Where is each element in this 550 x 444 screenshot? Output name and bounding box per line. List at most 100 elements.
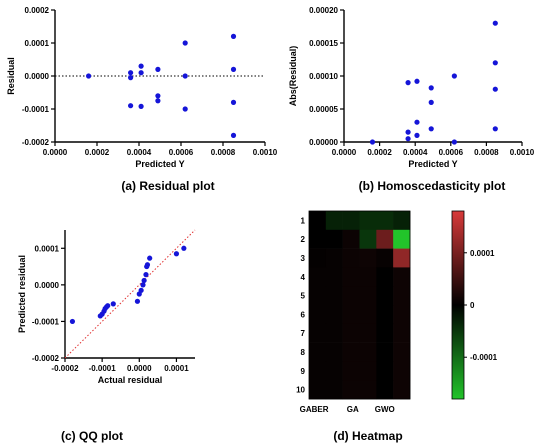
y-tick-label: -0.0002 <box>32 354 60 363</box>
data-point <box>369 139 376 145</box>
data-point <box>182 73 188 79</box>
heatmap-row-label: 1 <box>301 216 306 225</box>
heatmap-cell <box>342 380 360 400</box>
data-point <box>140 282 146 288</box>
heatmap-cell <box>325 267 343 287</box>
data-point <box>128 70 134 76</box>
heatmap-cell <box>325 211 343 231</box>
qq-plot: -0.0002 -0.0001 0.0000 0.0001 -0.0002 -0.0001… <box>17 229 196 385</box>
heatmap-column-label: GA <box>347 405 359 414</box>
heatmap-cell <box>393 380 411 400</box>
data-point <box>492 60 498 66</box>
heatmap-cell <box>376 361 394 381</box>
heatmap-cell <box>325 286 343 306</box>
data-point <box>230 132 237 138</box>
x-tick-label: 0.0002 <box>85 148 110 157</box>
heatmap-cell <box>359 305 377 325</box>
y-tick-label: 0.0001 <box>35 244 60 253</box>
data-point <box>110 301 116 307</box>
data-point <box>128 75 134 81</box>
heatmap-cell <box>342 342 360 362</box>
heatmap-cell <box>376 267 394 287</box>
data-point <box>414 119 420 125</box>
heatmap-cell <box>309 342 327 362</box>
data-point <box>230 33 237 40</box>
colorbar-tick-label: 0.0001 <box>470 249 495 258</box>
data-point <box>138 70 144 76</box>
heatmap-cell <box>376 323 394 343</box>
data-point <box>428 99 434 105</box>
heatmap-column-label: GWO <box>375 405 395 414</box>
heatmap-cell <box>325 229 343 249</box>
x-tick-label: 0.0000 <box>332 148 357 157</box>
heatmap-cell <box>325 361 343 381</box>
heatmap-row-label: 7 <box>301 329 306 338</box>
heatmap-cell <box>393 267 411 287</box>
x-tick-label: 0.0008 <box>474 148 499 157</box>
y-tick-label: 0.00015 <box>309 39 338 48</box>
data-point <box>492 20 498 26</box>
y-tick-label: 0.0000 <box>25 72 50 81</box>
heatmap-plot: 1 2 3 4 5 6 7 8 9 10 GABER GA GWO 0.0001 0 -0.0001 <box>296 210 498 414</box>
heatmap-frame <box>308 210 411 400</box>
x-axis-label: Actual residual <box>98 375 163 385</box>
heatmap-cell <box>393 342 411 362</box>
heatmap-cell <box>325 248 343 268</box>
x-axis-label: Predicted Y <box>135 159 184 169</box>
data-point <box>230 66 237 72</box>
heatmap-row-label: 8 <box>301 348 306 357</box>
x-tick-label: 0.0004 <box>127 148 152 157</box>
heatmap-cell <box>309 380 327 400</box>
y-tick-label: 0.0001 <box>25 39 50 48</box>
data-point <box>134 298 141 304</box>
residual-plot: 0.0000 0.0002 0.0004 0.0006 0.0008 0.0010 -0.0… <box>6 6 278 169</box>
y-axis-label: Abs(Residual) <box>288 46 298 107</box>
data-point <box>181 245 187 251</box>
data-point <box>86 73 92 79</box>
heatmap-row-label: 9 <box>301 367 306 376</box>
residual-plot-caption: (a) Residual plot <box>121 179 214 193</box>
heatmap-cell <box>325 342 343 362</box>
heatmap-cell <box>393 286 411 306</box>
heatmap-row-label: 3 <box>301 254 306 263</box>
heatmap-cell <box>309 229 327 249</box>
data-point <box>141 277 147 284</box>
data-point <box>144 262 151 268</box>
heatmap-cell <box>393 323 411 343</box>
heatmap-cell <box>342 361 360 381</box>
heatmap-cell <box>309 248 327 268</box>
y-tick-label: 0.00000 <box>309 138 338 147</box>
x-tick-label: 0.0008 <box>211 148 236 157</box>
heatmap-cell <box>376 380 394 400</box>
x-tick-label: 0.0006 <box>169 148 194 157</box>
heatmap-cell <box>376 305 394 325</box>
data-point <box>492 126 498 132</box>
heatmap-cell <box>309 267 327 287</box>
data-point <box>414 78 420 84</box>
heatmap-cell <box>393 305 411 325</box>
heatmap-cell <box>359 286 377 306</box>
colorbar-tick-label: -0.0001 <box>470 353 498 362</box>
heatmap-cell <box>309 211 327 231</box>
heatmap-row-label: 4 <box>301 273 306 282</box>
y-axis-label: Predicted residual <box>17 255 27 333</box>
heatmap-cell <box>393 229 411 249</box>
heatmap-cell <box>325 323 343 343</box>
y-tick-label: 0.00020 <box>309 6 338 15</box>
heatmap-cell <box>376 211 394 231</box>
heatmap-cell <box>376 286 394 306</box>
heatmap-cell <box>376 229 394 249</box>
x-tick-label: 0.0000 <box>43 148 68 157</box>
heatmap-cell <box>342 305 360 325</box>
data-point <box>230 99 237 105</box>
data-point <box>173 251 180 257</box>
heatmap-cell <box>359 267 377 287</box>
data-point <box>428 85 434 91</box>
x-tick-label: -0.0001 <box>89 364 117 373</box>
heatmap-cell <box>309 323 327 343</box>
data-point <box>405 136 411 142</box>
data-point <box>105 303 111 309</box>
colorbar <box>451 210 465 400</box>
heatmap-plot-caption: (d) Heatmap <box>333 429 402 443</box>
